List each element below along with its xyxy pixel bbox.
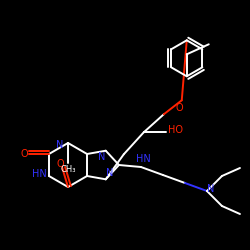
Text: HO: HO	[168, 125, 183, 135]
Text: HN: HN	[136, 154, 150, 164]
Text: N: N	[207, 184, 215, 194]
Text: N: N	[56, 140, 64, 150]
Text: CH₃: CH₃	[60, 164, 76, 173]
Text: O: O	[20, 149, 28, 159]
Text: HN: HN	[32, 169, 46, 179]
Text: O: O	[56, 159, 64, 169]
Text: N: N	[106, 168, 114, 178]
Text: O: O	[176, 103, 184, 113]
Text: N: N	[98, 152, 106, 162]
